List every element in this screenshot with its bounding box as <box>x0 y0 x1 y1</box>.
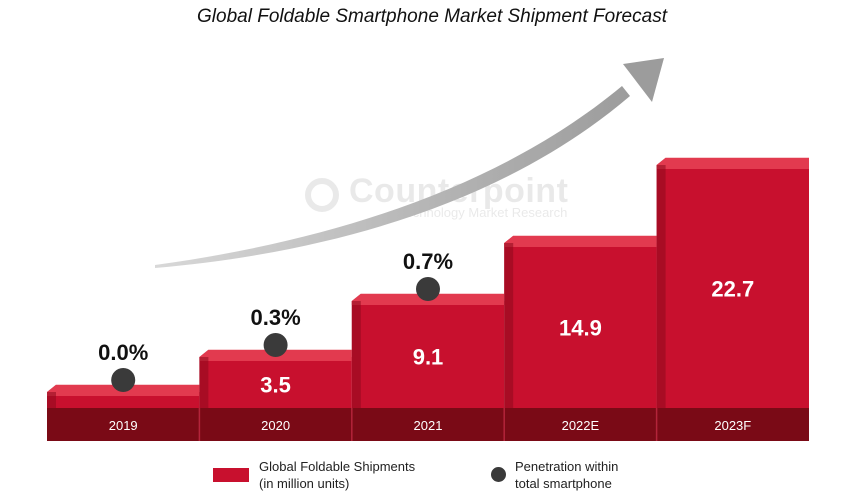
base-cell-2020 <box>199 408 352 441</box>
bar-side <box>656 157 666 408</box>
bar-front <box>656 165 809 408</box>
x-tick-label: 2020 <box>261 418 290 433</box>
bar-side <box>351 293 361 408</box>
legend-swatch-shipments <box>213 468 249 482</box>
bar-value-label: 9.1 <box>413 345 444 370</box>
trend-arrow <box>155 58 664 268</box>
chart-title: Global Foldable Smartphone Market Shipme… <box>197 6 667 27</box>
trend-arrow-head <box>623 58 664 102</box>
x-tick-label: 2023F <box>714 418 751 433</box>
base-cell-2023F <box>656 408 809 441</box>
bar-top <box>656 165 809 169</box>
bar-side <box>199 349 209 408</box>
bar-2022E <box>504 235 657 408</box>
x-tick-label: 2019 <box>109 418 138 433</box>
legend-shipments: Global Foldable Shipments (in million un… <box>259 458 415 492</box>
bar-value-label: 22.7 <box>711 277 754 302</box>
penetration-dot <box>111 368 136 392</box>
legend-penetration-line1: Penetration within <box>515 459 619 474</box>
bar-2020 <box>199 349 352 408</box>
penetration-label: 0.0% <box>98 340 148 365</box>
bar-front <box>351 301 505 408</box>
legend-shipments-line2: (in million units) <box>259 476 350 491</box>
bar-top <box>351 301 505 305</box>
bar-top <box>504 243 657 247</box>
penetration-label: 0.7% <box>403 249 453 274</box>
bar-top <box>199 357 352 361</box>
bar-front <box>199 357 352 408</box>
bar-2023F <box>656 157 809 408</box>
base-cell-2021 <box>351 408 505 441</box>
bar-value-label: 3.5 <box>260 373 291 398</box>
bar-value-label: 14.9 <box>559 316 602 341</box>
penetration-label: 0.3% <box>251 305 301 330</box>
bar-top <box>47 392 200 396</box>
bar-top-face <box>504 235 657 243</box>
penetration-dot <box>416 277 440 301</box>
base-cell-2022E <box>504 408 657 441</box>
legend-dot-penetration <box>491 467 506 482</box>
bar-top-face <box>656 157 809 165</box>
base-cell-2019 <box>47 408 200 441</box>
bar-front <box>504 243 657 408</box>
legend-penetration: Penetration within total smartphone <box>515 458 618 492</box>
bar-side <box>504 235 514 408</box>
counterpoint-logo-icon <box>305 178 339 212</box>
legend-shipments-line1: Global Foldable Shipments <box>259 459 416 474</box>
legend-penetration-line2: total smartphone <box>515 476 612 491</box>
x-tick-label: 2021 <box>414 418 443 433</box>
x-tick-label: 2022E <box>562 418 600 433</box>
watermark-tagline: Technology Market Research <box>399 205 568 220</box>
penetration-dot <box>263 333 288 357</box>
